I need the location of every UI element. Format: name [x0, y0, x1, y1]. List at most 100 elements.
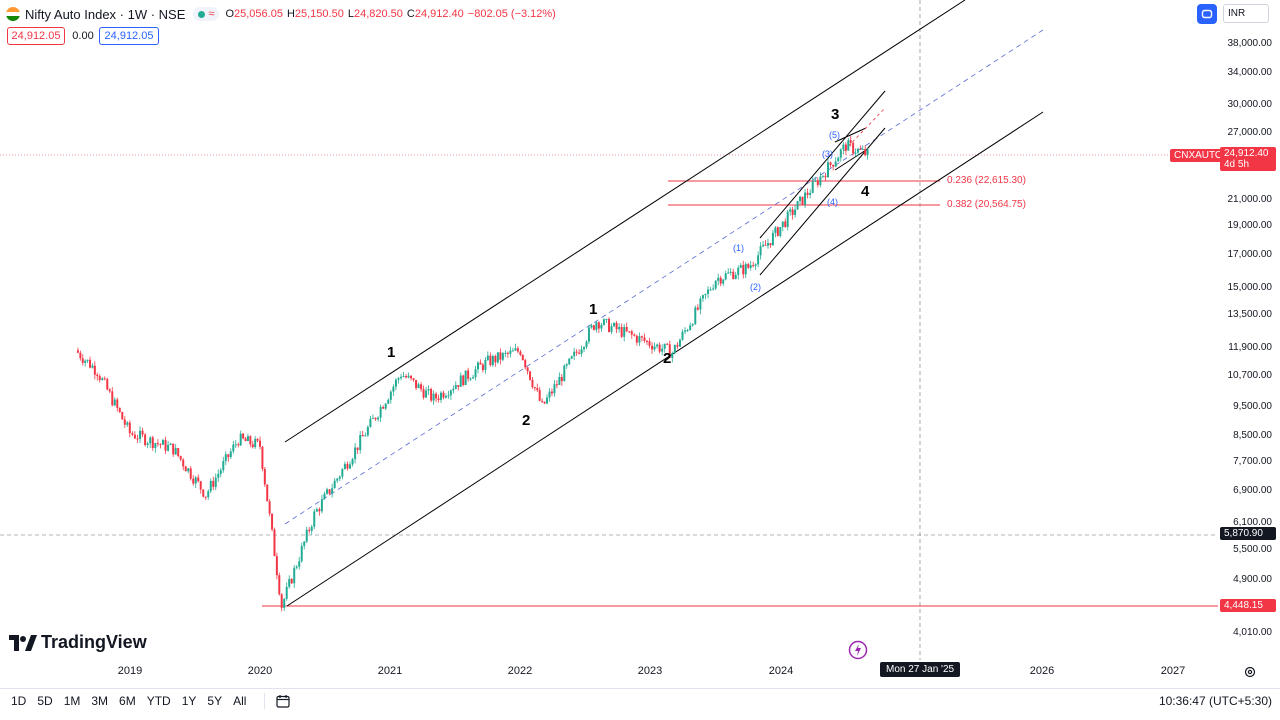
price-chart[interactable] — [0, 0, 1280, 688]
candle-body — [343, 463, 346, 470]
timeframe-button[interactable]: 3M — [91, 694, 109, 708]
candle-body — [207, 491, 210, 498]
timeframe-button[interactable]: YTD — [146, 694, 171, 708]
symbol-title[interactable]: Nifty Auto Index · 1W · NSE — [25, 6, 186, 22]
time-tick: 2022 — [507, 665, 533, 677]
wave-label-4: 4 — [861, 183, 870, 200]
price-tick: 21,000.00 — [1227, 194, 1273, 205]
wedge-upper[interactable] — [834, 127, 867, 143]
candle-body — [174, 448, 177, 455]
timeframe-button[interactable]: 5Y — [207, 694, 223, 708]
candle-body — [839, 149, 842, 158]
candle-body — [737, 267, 740, 275]
candle-body — [749, 265, 752, 268]
sell-price-button[interactable]: 24,912.05 — [7, 27, 65, 45]
candle-body — [514, 348, 517, 351]
candle-body — [754, 264, 757, 266]
candle-body — [467, 370, 470, 379]
wave-label-3: 3 — [831, 106, 840, 123]
candle-body — [275, 556, 278, 576]
candle-body — [486, 355, 489, 360]
channel-upper-line[interactable] — [284, 0, 966, 443]
candle-body — [615, 322, 618, 330]
candle-body — [354, 447, 357, 460]
wedge-lower[interactable] — [834, 149, 867, 171]
candle-body — [222, 461, 225, 471]
candle-body — [346, 463, 349, 469]
candle-body — [511, 350, 514, 352]
candle-body — [605, 319, 608, 321]
timeframe-button[interactable]: 1Y — [181, 694, 197, 708]
candle-body — [583, 347, 586, 350]
candle-body — [444, 395, 447, 398]
candle-body — [608, 319, 611, 332]
candle-body — [313, 511, 316, 527]
candle-body — [573, 351, 576, 357]
candle-body — [489, 355, 492, 366]
candle-body — [397, 378, 400, 380]
candle-body — [600, 324, 603, 329]
candle-body — [821, 175, 824, 177]
candle-body — [283, 598, 286, 608]
candle-body — [459, 375, 462, 387]
candle-body — [305, 529, 308, 542]
candle-body — [592, 325, 595, 330]
candle-body — [76, 350, 79, 353]
currency-select[interactable]: INR — [1223, 4, 1269, 23]
candle-body — [694, 307, 697, 325]
channel-lower-line[interactable] — [286, 111, 1044, 607]
small-channel-upper[interactable] — [759, 90, 886, 239]
price-tick: 27,000.00 — [1227, 127, 1273, 138]
tradingview-logo[interactable]: TradingView — [9, 632, 147, 653]
candle-body — [786, 211, 789, 227]
small-channel-lower[interactable] — [759, 127, 886, 276]
candle-body — [796, 200, 799, 210]
candle-body — [217, 473, 220, 478]
candle-body — [442, 392, 445, 398]
candle-body — [752, 265, 755, 267]
candle-body — [633, 334, 636, 336]
candle-body — [229, 451, 232, 458]
price-tick: 38,000.00 — [1227, 38, 1273, 49]
candle-body — [246, 436, 249, 442]
candle-body — [79, 352, 82, 359]
date-range-calendar-icon[interactable] — [275, 693, 291, 709]
candle-body — [331, 488, 334, 494]
candle-body — [351, 459, 354, 465]
candle-body — [348, 464, 351, 469]
candle-body — [524, 360, 527, 368]
candle-body — [93, 365, 96, 375]
candle-body — [389, 391, 392, 400]
candle-body — [242, 433, 245, 439]
price-tick: 13,500.00 — [1227, 309, 1273, 320]
timeframe-button[interactable]: 1D — [11, 694, 27, 708]
candle-body — [658, 344, 661, 352]
price-tick: 5,500.00 — [1233, 544, 1272, 555]
candle-body — [425, 390, 428, 398]
settings-gear-icon[interactable] — [1243, 665, 1257, 679]
market-status-badge[interactable]: ≈ — [193, 7, 220, 21]
time-tick: 2020 — [247, 665, 273, 677]
candle-body — [149, 437, 152, 444]
candle-body — [474, 369, 477, 378]
compare-icon[interactable] — [1197, 4, 1217, 24]
candle-body — [799, 196, 802, 201]
candle-body — [776, 227, 779, 236]
timeframe-button[interactable]: 6M — [119, 694, 136, 708]
candle-body — [417, 384, 420, 389]
channel-median-line[interactable] — [284, 29, 1044, 525]
timeframe-button[interactable]: All — [233, 694, 247, 708]
candle-body — [558, 377, 561, 385]
timeframe-button[interactable]: 1M — [63, 694, 81, 708]
clock-timezone[interactable]: 10:36:47 (UTC+5:30) — [1158, 694, 1272, 708]
timeframe-button[interactable]: 5D — [37, 694, 53, 708]
events-icon[interactable] — [848, 640, 868, 660]
buy-price-button[interactable]: 24,912.05 — [99, 27, 159, 45]
candle-body — [704, 293, 707, 296]
price-tick: 9,500.00 — [1233, 401, 1272, 412]
candle-body — [261, 446, 264, 469]
candle-body — [159, 443, 162, 445]
candle-body — [139, 430, 142, 439]
candle-body — [676, 344, 679, 347]
symbol-tag: CNXAUTO — [1170, 149, 1227, 162]
